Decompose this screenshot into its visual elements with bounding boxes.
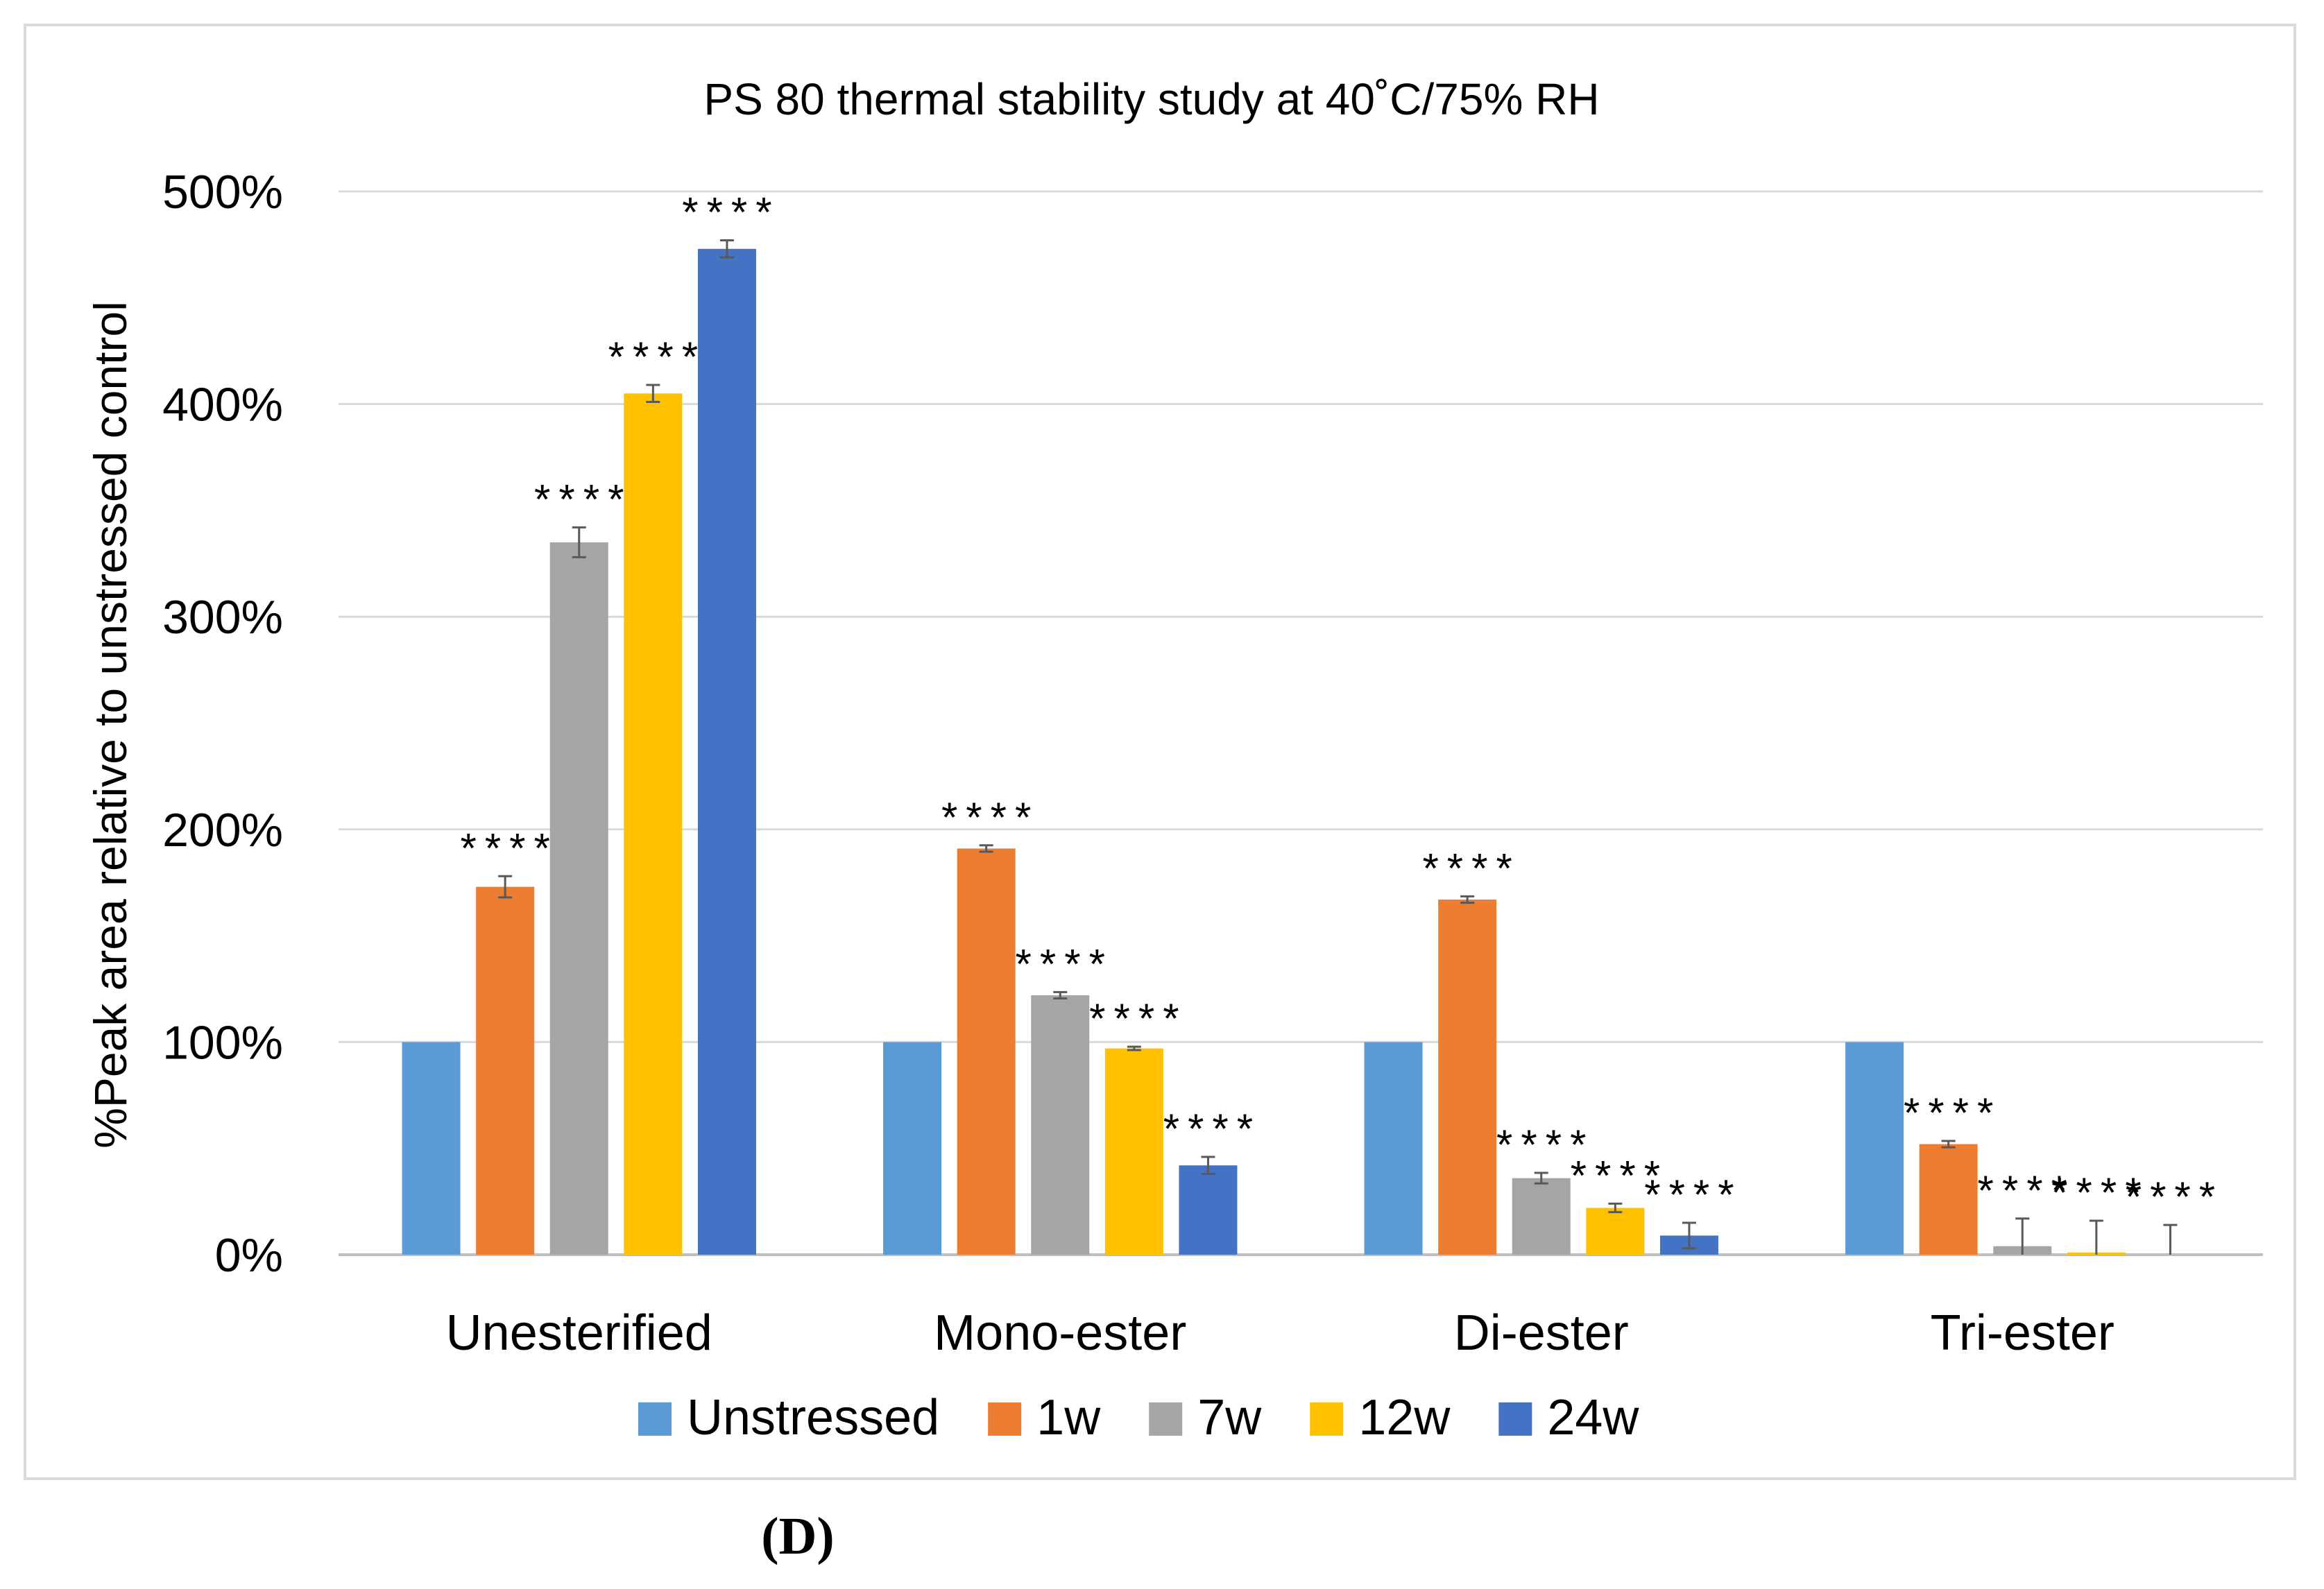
legend-label: 1w — [1036, 1390, 1101, 1445]
bar — [1104, 1048, 1163, 1255]
bar — [1364, 1042, 1423, 1255]
significance-label: **** — [1978, 1167, 2076, 1214]
y-tick-label: 500% — [162, 166, 283, 218]
bar — [697, 248, 756, 1255]
category-label: Unesterified — [446, 1305, 712, 1361]
error-bar — [1534, 1171, 1548, 1185]
error-bar — [498, 875, 513, 899]
significance-label: **** — [1163, 1106, 1261, 1152]
legend-item: 7w — [1149, 1390, 1262, 1445]
bar — [1438, 899, 1497, 1255]
error-bar — [979, 844, 993, 853]
bar — [549, 542, 608, 1255]
y-axis-label: %Peak area relative to unstressed contro… — [85, 301, 136, 1149]
legend-swatch — [1310, 1402, 1344, 1436]
bar-layer — [402, 239, 2178, 1255]
error-bar — [1053, 990, 1068, 1000]
error-bar — [572, 526, 586, 558]
significance-label: **** — [534, 476, 632, 522]
bar — [957, 848, 1016, 1255]
significance-label: **** — [1422, 845, 1520, 891]
error-bar — [2163, 1223, 2178, 1255]
category-label: Mono-ester — [934, 1305, 1186, 1361]
significance-label: **** — [2051, 1169, 2149, 1216]
error-bar — [1460, 895, 1475, 904]
significance-label: **** — [460, 825, 558, 871]
y-tick-label: 100% — [162, 1016, 283, 1069]
error-bar — [719, 239, 734, 259]
significance-label: **** — [1016, 940, 1113, 987]
legend-swatch — [1498, 1402, 1532, 1436]
error-bar — [2015, 1217, 2030, 1255]
significance-label: **** — [682, 189, 780, 236]
error-bar — [2089, 1219, 2103, 1255]
legend-swatch — [1149, 1402, 1183, 1436]
error-bar — [646, 384, 660, 404]
y-tick-label: 400% — [162, 379, 283, 431]
error-bar — [1682, 1221, 1696, 1250]
bar — [402, 1042, 461, 1255]
label-layer: 0%100%200%300%400%500%****************Un… — [85, 74, 2223, 1445]
significance-label: **** — [1089, 995, 1187, 1042]
legend-item: Unstressed — [638, 1390, 939, 1445]
legend-swatch — [988, 1402, 1022, 1436]
legend-item: 12w — [1310, 1390, 1451, 1445]
legend-label: 7w — [1197, 1390, 1262, 1445]
error-bar — [1608, 1202, 1623, 1214]
panel-label: (D) — [761, 1507, 835, 1565]
bar — [1512, 1178, 1571, 1255]
chart-frame — [24, 24, 2296, 1480]
significance-label: **** — [1644, 1171, 1742, 1218]
legend-label: Unstressed — [687, 1390, 939, 1445]
bar — [624, 393, 683, 1255]
significance-label: **** — [608, 334, 706, 380]
error-bar — [1201, 1156, 1215, 1175]
y-tick-label: 0% — [215, 1229, 283, 1282]
error-bar — [1127, 1045, 1141, 1051]
legend-item: 1w — [988, 1390, 1101, 1445]
legend-swatch — [638, 1402, 672, 1436]
category-label: Tri-ester — [1931, 1305, 2114, 1361]
significance-label: **** — [2126, 1174, 2223, 1220]
bar — [1179, 1165, 1238, 1255]
legend-item: 24w — [1498, 1390, 1639, 1445]
bar — [1586, 1208, 1645, 1255]
bar — [1845, 1042, 1904, 1255]
y-tick-label: 300% — [162, 591, 283, 644]
significance-label: **** — [1496, 1122, 1594, 1168]
category-label: Di-ester — [1454, 1305, 1629, 1361]
error-bar — [1941, 1140, 1956, 1149]
bar — [476, 886, 535, 1255]
significance-label: **** — [1904, 1090, 2001, 1136]
chart-title: PS 80 thermal stability study at 40˚C/75… — [703, 74, 1599, 124]
bar — [1031, 995, 1090, 1255]
bar — [1919, 1144, 1978, 1255]
y-tick-label: 200% — [162, 804, 283, 857]
significance-label: **** — [941, 794, 1039, 841]
legend-label: 24w — [1547, 1390, 1639, 1445]
significance-label: **** — [1571, 1152, 1668, 1199]
bar — [883, 1042, 942, 1255]
legend-label: 12w — [1358, 1390, 1451, 1445]
